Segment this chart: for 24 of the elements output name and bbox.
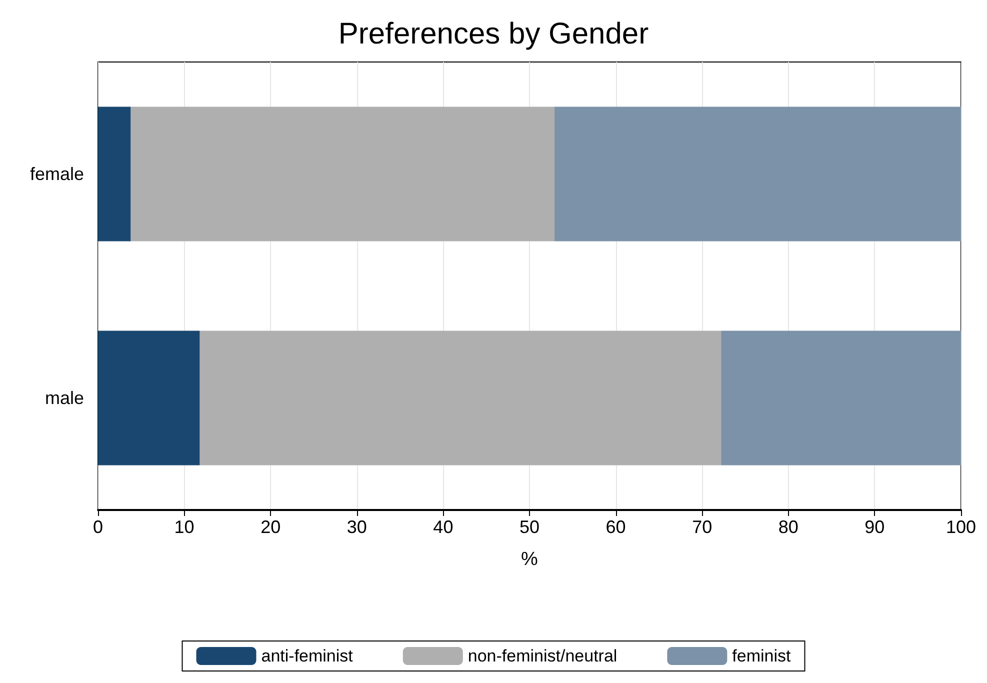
x-tick-label: 40 [433, 517, 454, 537]
x-tick-label: 30 [346, 517, 367, 537]
x-tick-label: 10 [174, 517, 194, 537]
y-tick-label: male [44, 388, 84, 408]
x-tick-label: 50 [519, 517, 540, 537]
bar [200, 330, 722, 466]
x-tick-label: 90 [864, 517, 885, 537]
x-tick-label: 100 [946, 517, 976, 537]
x-axis-title: % [521, 549, 538, 570]
bar [130, 106, 555, 242]
y-tick-label: female [30, 164, 84, 184]
legend-label: feminist [732, 646, 792, 666]
x-tick-label: 0 [92, 517, 104, 537]
bar [554, 106, 961, 242]
chart-title: Preferences by Gender [338, 18, 649, 50]
bar [721, 330, 961, 466]
bar [98, 330, 200, 466]
x-tick-label: 60 [606, 517, 626, 537]
bar [98, 106, 131, 242]
legend-label: anti-feminist [261, 646, 354, 666]
x-tick-label: 20 [260, 517, 281, 537]
x-tick-label: 70 [692, 517, 712, 537]
legend-label: non-feminist/neutral [468, 646, 618, 666]
x-tick-label: 80 [778, 517, 798, 537]
